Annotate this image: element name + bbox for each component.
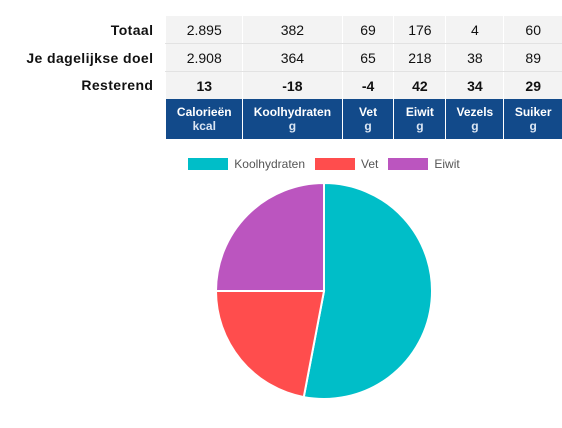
- table-header-row: Calorieën kcal Koolhydraten g Vet g Eiwi…: [0, 99, 562, 139]
- legend-label-fat: Vet: [361, 157, 379, 171]
- total-calories: 2.895: [165, 16, 243, 44]
- column-unit: g: [471, 119, 479, 133]
- column-header-calories: Calorieën kcal: [165, 99, 243, 139]
- remaining-sugar: 29: [503, 71, 562, 99]
- legend-swatch-carbs: [188, 158, 229, 170]
- table-row-goal: Je dagelijkse doel 2.908 364 65 218 38 8…: [0, 43, 562, 72]
- goal-fiber: 38: [445, 43, 504, 72]
- column-header-fat: Vet g: [341, 99, 394, 139]
- table-row-total: Totaal 2.895 382 69 176 4 60: [0, 16, 562, 44]
- total-protein: 176: [393, 16, 446, 44]
- column-name: Vezels: [456, 105, 494, 119]
- legend-label-protein: Eiwit: [434, 157, 460, 171]
- goal-sugar: 89: [503, 43, 562, 72]
- legend-swatch-fat: [315, 158, 355, 170]
- column-name: Suiker: [514, 105, 552, 119]
- column-unit: g: [529, 119, 537, 133]
- total-carbs: 382: [242, 16, 343, 44]
- header-blank-cell: [0, 99, 166, 139]
- column-header-fiber: Vezels g: [445, 99, 504, 139]
- column-unit: g: [288, 119, 297, 133]
- column-name: Koolhydraten: [253, 105, 332, 119]
- legend-item-carbs[interactable]: Koolhydraten: [188, 157, 305, 171]
- column-unit: g: [416, 119, 424, 133]
- pie-slice-fat[interactable]: [214, 290, 326, 399]
- column-header-protein: Eiwit g: [393, 99, 446, 139]
- column-name: Calorieën: [176, 105, 232, 119]
- column-name: Eiwit: [405, 105, 434, 119]
- total-sugar: 60: [503, 16, 562, 44]
- legend-swatch-protein: [388, 158, 429, 170]
- goal-carbs: 364: [242, 43, 343, 72]
- pie-slice-protein[interactable]: [214, 181, 325, 292]
- row-label-total: Totaal: [110, 21, 154, 38]
- column-unit: kcal: [192, 119, 216, 133]
- table-row-remaining: Resterend 13 -18 -4 42 34 29: [0, 71, 562, 99]
- total-fat: 69: [341, 16, 394, 44]
- column-name: Vet: [359, 105, 378, 119]
- legend-label-carbs: Koolhydraten: [234, 157, 305, 171]
- remaining-protein: 42: [393, 71, 446, 99]
- nutrition-table: Totaal 2.895 382 69 176 4 60 Je dagelijk…: [0, 16, 562, 139]
- column-unit: g: [364, 119, 372, 133]
- row-label-remaining: Resterend: [81, 77, 154, 94]
- goal-fat: 65: [341, 43, 394, 72]
- chart-legend: Koolhydraten Vet Eiwit: [0, 157, 562, 171]
- remaining-carbs: -18: [242, 71, 343, 99]
- row-label-goal: Je dagelijkse doel: [26, 49, 154, 66]
- column-header-sugar: Suiker g: [503, 99, 562, 139]
- pie-slice-carbs[interactable]: [302, 181, 433, 400]
- legend-item-fat[interactable]: Vet: [315, 157, 378, 171]
- legend-item-protein[interactable]: Eiwit: [388, 157, 460, 171]
- remaining-calories: 13: [165, 71, 243, 99]
- goal-protein: 218: [393, 43, 446, 72]
- remaining-fiber: 34: [445, 71, 504, 99]
- column-header-carbs: Koolhydraten g: [242, 99, 343, 139]
- total-fiber: 4: [445, 16, 504, 44]
- goal-calories: 2.908: [165, 43, 243, 72]
- remaining-fat: -4: [341, 71, 394, 99]
